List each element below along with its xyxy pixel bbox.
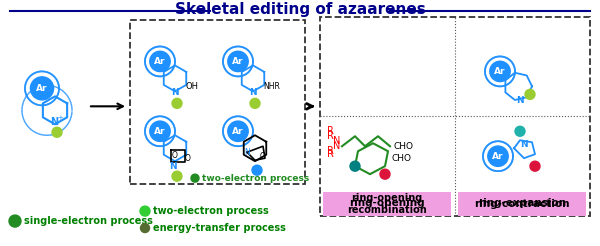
Circle shape: [52, 127, 62, 137]
Text: Skeletal editing of azaarenes: Skeletal editing of azaarenes: [175, 2, 425, 17]
FancyBboxPatch shape: [458, 192, 586, 216]
Text: ring-contraction: ring-contraction: [474, 199, 570, 209]
Text: Ar: Ar: [154, 57, 166, 66]
Text: OH: OH: [185, 82, 198, 91]
Text: Ar: Ar: [494, 67, 506, 76]
Text: CHO: CHO: [392, 154, 412, 163]
Text: O: O: [172, 151, 178, 160]
Circle shape: [191, 174, 199, 182]
Text: N: N: [249, 88, 257, 97]
FancyBboxPatch shape: [323, 192, 451, 216]
Text: R: R: [326, 149, 334, 159]
Circle shape: [172, 171, 182, 181]
Text: CHO: CHO: [394, 142, 414, 151]
Text: NHR: NHR: [263, 82, 280, 91]
Text: N: N: [169, 162, 177, 171]
Text: N: N: [171, 88, 179, 97]
Text: N: N: [244, 148, 250, 157]
Circle shape: [350, 161, 360, 171]
Circle shape: [228, 51, 248, 72]
Text: N: N: [520, 140, 528, 149]
Text: ring-opening
recombination: ring-opening recombination: [347, 193, 427, 215]
Circle shape: [490, 61, 510, 82]
Text: Ar: Ar: [154, 127, 166, 136]
Text: two-electron process: two-electron process: [202, 174, 309, 183]
Text: Ar: Ar: [232, 127, 244, 136]
Text: O: O: [260, 152, 266, 161]
Circle shape: [228, 121, 248, 141]
Circle shape: [31, 77, 53, 100]
Circle shape: [140, 224, 149, 232]
Circle shape: [250, 98, 260, 108]
Circle shape: [252, 165, 262, 175]
Text: ring-expansion: ring-expansion: [478, 198, 566, 208]
Text: R: R: [326, 146, 334, 156]
Circle shape: [150, 51, 170, 72]
Circle shape: [488, 146, 508, 166]
Text: Ar: Ar: [36, 84, 48, 93]
Text: single-electron process: single-electron process: [24, 216, 153, 226]
Circle shape: [150, 121, 170, 141]
Circle shape: [530, 161, 540, 171]
Text: R: R: [326, 126, 334, 136]
Text: N: N: [50, 117, 58, 127]
Text: N: N: [516, 96, 524, 105]
Circle shape: [9, 215, 21, 227]
Text: N: N: [334, 141, 341, 151]
Text: R: R: [326, 131, 334, 141]
Circle shape: [172, 98, 182, 108]
Circle shape: [525, 89, 535, 99]
FancyBboxPatch shape: [458, 192, 586, 214]
Circle shape: [140, 206, 150, 216]
Text: Ar: Ar: [492, 152, 504, 161]
Text: +: +: [57, 115, 63, 121]
Text: O: O: [185, 154, 191, 163]
Text: N: N: [334, 136, 341, 146]
Circle shape: [515, 126, 525, 136]
Text: Ar: Ar: [232, 57, 244, 66]
FancyBboxPatch shape: [323, 192, 451, 214]
Text: two-electron process: two-electron process: [153, 206, 269, 216]
Circle shape: [380, 169, 390, 179]
Text: ring-opening: ring-opening: [349, 198, 425, 208]
Text: energy-transfer process: energy-transfer process: [153, 223, 286, 233]
